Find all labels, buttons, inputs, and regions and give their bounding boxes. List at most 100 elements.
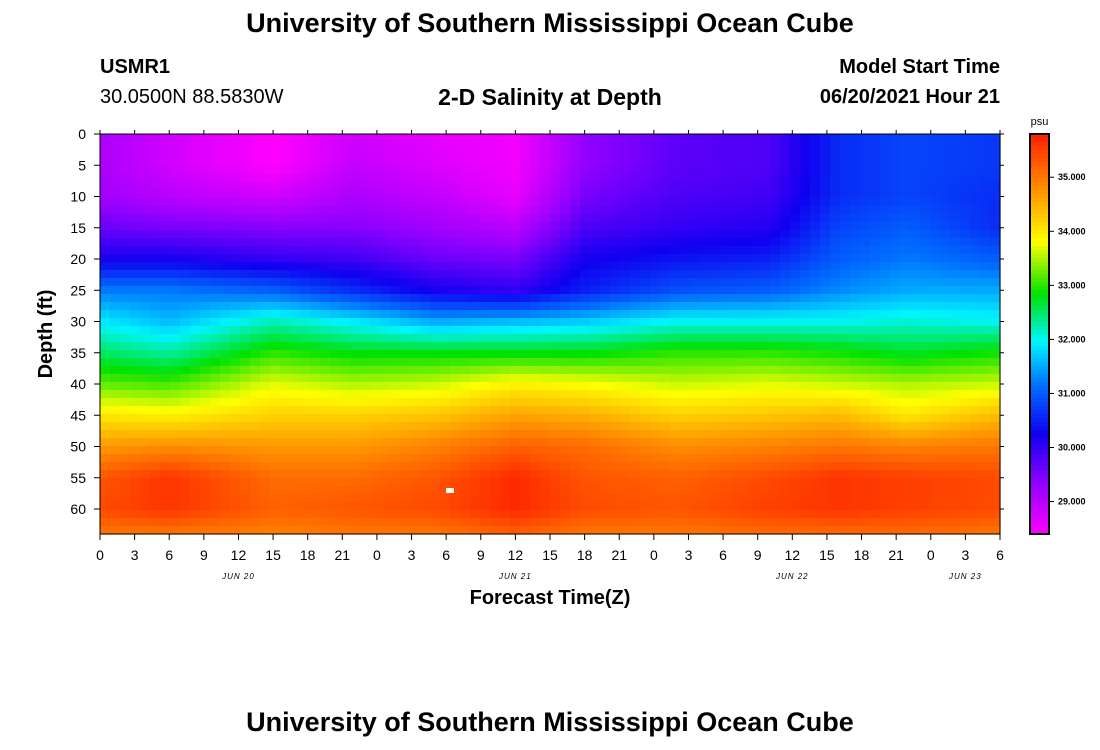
heatmap-cell xyxy=(620,374,631,383)
heatmap-cell xyxy=(700,438,711,447)
heatmap-cell xyxy=(220,206,231,215)
heatmap-cell xyxy=(120,174,131,183)
heatmap-cell xyxy=(470,158,481,167)
heatmap-cell xyxy=(660,318,671,327)
heatmap-cell xyxy=(500,174,511,183)
heatmap-cell xyxy=(610,166,621,175)
heatmap-cell xyxy=(230,310,241,319)
heatmap-cell xyxy=(210,526,221,535)
heatmap-cell xyxy=(550,246,561,255)
heatmap-cell xyxy=(810,398,821,407)
heatmap-cell xyxy=(350,262,361,271)
heatmap-cell xyxy=(350,454,361,463)
heatmap-cell xyxy=(600,494,611,503)
heatmap-cell xyxy=(410,318,421,327)
heatmap-cell xyxy=(930,254,941,263)
heatmap-cell xyxy=(870,326,881,335)
heatmap-cell xyxy=(160,142,171,151)
heatmap-cell xyxy=(330,222,341,231)
heatmap-cell xyxy=(160,462,171,471)
heatmap-cell xyxy=(290,454,301,463)
heatmap-cell xyxy=(970,246,981,255)
heatmap-cell xyxy=(250,294,261,303)
heatmap-cell xyxy=(620,198,631,207)
heatmap-cell xyxy=(960,382,971,391)
heatmap-cell xyxy=(450,526,461,535)
heatmap-cell xyxy=(140,478,151,487)
heatmap-cell xyxy=(220,166,231,175)
heatmap-cell xyxy=(400,214,411,223)
heatmap-cell xyxy=(440,430,451,439)
heatmap-cell xyxy=(460,206,471,215)
heatmap-cell xyxy=(700,510,711,519)
heatmap-cell xyxy=(500,270,511,279)
heatmap-cell xyxy=(740,150,751,159)
heatmap-cell xyxy=(960,270,971,279)
heatmap-cell xyxy=(150,326,161,335)
heatmap-cell xyxy=(920,518,931,527)
heatmap-cell xyxy=(190,198,201,207)
heatmap-cell xyxy=(720,350,731,359)
heatmap-cell xyxy=(240,270,251,279)
heatmap-cell xyxy=(400,526,411,535)
heatmap-cell xyxy=(730,510,741,519)
heatmap-cell xyxy=(590,390,601,399)
heatmap-cell xyxy=(520,158,531,167)
heatmap-cell xyxy=(180,334,191,343)
heatmap-cell xyxy=(560,462,571,471)
heatmap-cell xyxy=(830,230,841,239)
heatmap-cell xyxy=(160,518,171,527)
heatmap-cell xyxy=(460,366,471,375)
heatmap-cell xyxy=(690,342,701,351)
heatmap-cell xyxy=(370,142,381,151)
heatmap-cell xyxy=(800,382,811,391)
heatmap-cell xyxy=(740,286,751,295)
heatmap-cell xyxy=(150,502,161,511)
heatmap-cell xyxy=(780,358,791,367)
heatmap-cell xyxy=(790,470,801,479)
heatmap-cell xyxy=(830,150,841,159)
heatmap-cell xyxy=(700,294,711,303)
heatmap-cell xyxy=(120,206,131,215)
heatmap-cell xyxy=(750,502,761,511)
heatmap-cell xyxy=(890,166,901,175)
heatmap-cell xyxy=(250,222,261,231)
heatmap-cell xyxy=(690,294,701,303)
heatmap-cell xyxy=(530,462,541,471)
heatmap-cell xyxy=(100,478,111,487)
heatmap-cell xyxy=(420,134,431,143)
heatmap-cell xyxy=(270,254,281,263)
heatmap-cell xyxy=(860,158,871,167)
heatmap-cell xyxy=(500,222,511,231)
heatmap-cell xyxy=(620,406,631,415)
heatmap-cell xyxy=(360,318,371,327)
heatmap-cell xyxy=(760,526,771,535)
heatmap-cell xyxy=(290,262,301,271)
heatmap-cell xyxy=(610,174,621,183)
heatmap-cell xyxy=(150,478,161,487)
colorbar-segment xyxy=(1030,262,1049,267)
heatmap-cell xyxy=(210,390,221,399)
heatmap-cell xyxy=(800,358,811,367)
heatmap-cell xyxy=(750,414,761,423)
heatmap-cell xyxy=(100,342,111,351)
x-tick-label: 18 xyxy=(300,547,316,563)
heatmap-cell xyxy=(450,510,461,519)
heatmap-cell xyxy=(330,166,341,175)
heatmap-cell xyxy=(900,182,911,191)
heatmap-cell xyxy=(620,238,631,247)
heatmap-cell xyxy=(330,326,341,335)
heatmap-cell xyxy=(790,406,801,415)
heatmap-cell xyxy=(520,238,531,247)
heatmap-cell xyxy=(260,486,271,495)
heatmap-cell xyxy=(650,422,661,431)
heatmap-cell xyxy=(590,190,601,199)
heatmap-cell xyxy=(140,374,151,383)
heatmap-cell xyxy=(450,502,461,511)
heatmap-cell xyxy=(220,222,231,231)
heatmap-cell xyxy=(190,142,201,151)
heatmap-cell xyxy=(380,350,391,359)
heatmap-cell xyxy=(570,222,581,231)
heatmap-cell xyxy=(550,438,561,447)
heatmap-cell xyxy=(820,190,831,199)
